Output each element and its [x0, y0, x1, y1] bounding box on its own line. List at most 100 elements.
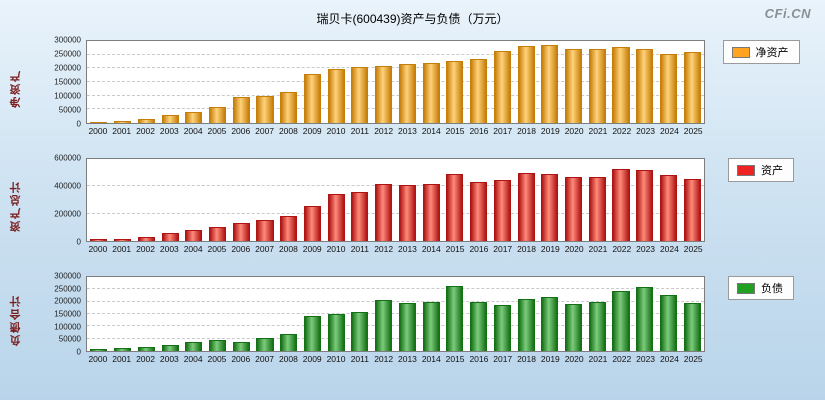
- y-tick-label: 200000: [54, 63, 81, 73]
- x-tick-label: 2023: [636, 354, 656, 364]
- net-assets-bar-2012: [375, 65, 393, 123]
- bar-slot: [490, 277, 514, 351]
- total-assets-bar-2018: [517, 173, 535, 241]
- y-tick-label: 50000: [58, 105, 81, 115]
- y-tick-label: 100000: [54, 91, 81, 101]
- total-assets-bar-2008: [280, 215, 298, 241]
- bar-slot: [229, 277, 253, 351]
- bar-slot: [490, 159, 514, 241]
- total-assets-bar-2017: [493, 179, 511, 241]
- bar-slot: [324, 41, 348, 123]
- x-tick-label: 2010: [326, 244, 346, 254]
- bar-slot: [372, 277, 396, 351]
- net-assets-bar-2014: [422, 62, 440, 123]
- x-tick-label: 2004: [183, 126, 203, 136]
- cfi-logo: CFi.CN: [764, 6, 811, 21]
- bar-slot: [419, 41, 443, 123]
- bar-slot: [633, 41, 657, 123]
- x-tick-label: 2010: [326, 126, 346, 136]
- x-tick-label: 2005: [207, 354, 227, 364]
- y-axis-title-area: 资产总计: [8, 158, 24, 254]
- total-liabilities-bar-2011: [351, 312, 369, 351]
- total-liabilities-bar-2017: [493, 305, 511, 351]
- bar-slot: [633, 159, 657, 241]
- x-tick-label: 2021: [588, 354, 608, 364]
- x-tick-label: 2025: [683, 244, 703, 254]
- net-assets-bar-2000: [90, 121, 108, 123]
- total-liabilities-bar-2008: [280, 333, 298, 351]
- bar-slot: [680, 277, 704, 351]
- legend: 资产: [728, 158, 794, 182]
- x-tick-label: 2001: [112, 354, 132, 364]
- x-tick-label: 2003: [159, 244, 179, 254]
- x-tick-label: 2013: [398, 244, 417, 254]
- x-axis-labels: 2000 2001 2002 2003 2004 2005 2006 2007 2008 2009…: [86, 244, 705, 254]
- net-assets-bar-2017: [493, 50, 511, 123]
- y-tick-label: 200000: [54, 209, 81, 219]
- x-tick-label: 2009: [302, 126, 322, 136]
- total-assets-bar-2022: [612, 169, 630, 241]
- x-tick-label: 2020: [564, 244, 584, 254]
- x-tick-label: 2011: [350, 354, 369, 364]
- bar-slot: [111, 159, 135, 241]
- x-tick-label: 2011: [350, 244, 369, 254]
- y-axis-title-area: 净资产: [8, 40, 24, 136]
- total-assets-chart: 资产总计 0 200000 400000 600000 2000 2001 2002 200…: [8, 154, 817, 254]
- y-axis-title: 负债合计: [10, 294, 22, 346]
- bar-slot: [514, 159, 538, 241]
- x-tick-label: 2025: [683, 354, 703, 364]
- bar-slot: [657, 159, 681, 241]
- x-tick-label: 2006: [231, 354, 251, 364]
- net-assets-bar-2022: [612, 47, 630, 123]
- x-tick-label: 2012: [374, 126, 394, 136]
- net-assets-bar-2005: [209, 107, 227, 123]
- bar-slot: [538, 41, 562, 123]
- plot-column: 2000 2001 2002 2003 2004 2005 2006 2007 2008 2009…: [86, 276, 705, 364]
- x-tick-label: 2022: [612, 244, 632, 254]
- net-assets-bar-2010: [327, 69, 345, 123]
- x-tick-label: 2015: [445, 126, 465, 136]
- x-tick-label: 2024: [659, 126, 679, 136]
- x-tick-label: 2012: [374, 354, 394, 364]
- x-axis-labels: 2000 2001 2002 2003 2004 2005 2006 2007 2008 2009…: [86, 354, 705, 364]
- bar-slot: [467, 41, 491, 123]
- total-assets-bar-2013: [398, 184, 416, 241]
- bar-slot: [182, 159, 206, 241]
- total-assets-bar-2006: [232, 223, 250, 241]
- y-axis-title-area: 负债合计: [8, 276, 24, 364]
- net-assets-bar-2016: [470, 58, 488, 123]
- x-tick-label: 2017: [493, 244, 513, 254]
- bar-slot: [229, 159, 253, 241]
- total-assets-bar-2024: [659, 175, 678, 241]
- x-tick-label: 2016: [469, 126, 489, 136]
- net-assets-bar-2004: [185, 111, 203, 123]
- bar-slot: [419, 277, 443, 351]
- total-liabilities-bar-2003: [161, 345, 179, 351]
- x-tick-label: 2015: [445, 354, 465, 364]
- net-assets-bar-2003: [161, 114, 179, 123]
- x-tick-label: 2022: [612, 354, 632, 364]
- x-tick-label: 2001: [112, 126, 132, 136]
- x-tick-label: 2020: [564, 354, 584, 364]
- plot-area: [86, 276, 705, 352]
- bar-slot: [348, 277, 372, 351]
- bar-slot: [134, 41, 158, 123]
- bar-slot: [277, 159, 301, 241]
- x-tick-label: 2023: [636, 126, 656, 136]
- x-tick-label: 2017: [493, 354, 513, 364]
- total-liabilities-bar-2021: [588, 301, 606, 351]
- bar-slot: [609, 159, 633, 241]
- net-assets-chart: 净资产 0 50000 100000 150000 200000 250000 300000…: [8, 36, 817, 136]
- x-tick-label: 2019: [540, 244, 560, 254]
- x-tick-label: 2018: [517, 126, 536, 136]
- bar-slot: [538, 277, 562, 351]
- x-tick-label: 2009: [302, 354, 322, 364]
- y-tick-label: 600000: [54, 153, 81, 163]
- net-assets-bar-2023: [636, 48, 654, 123]
- x-tick-label: 2009: [302, 244, 322, 254]
- x-tick-label: 2024: [659, 244, 679, 254]
- x-tick-label: 2011: [350, 126, 369, 136]
- bar-slot: [182, 41, 206, 123]
- x-tick-label: 2001: [112, 244, 132, 254]
- net-assets-bar-2018: [517, 46, 535, 123]
